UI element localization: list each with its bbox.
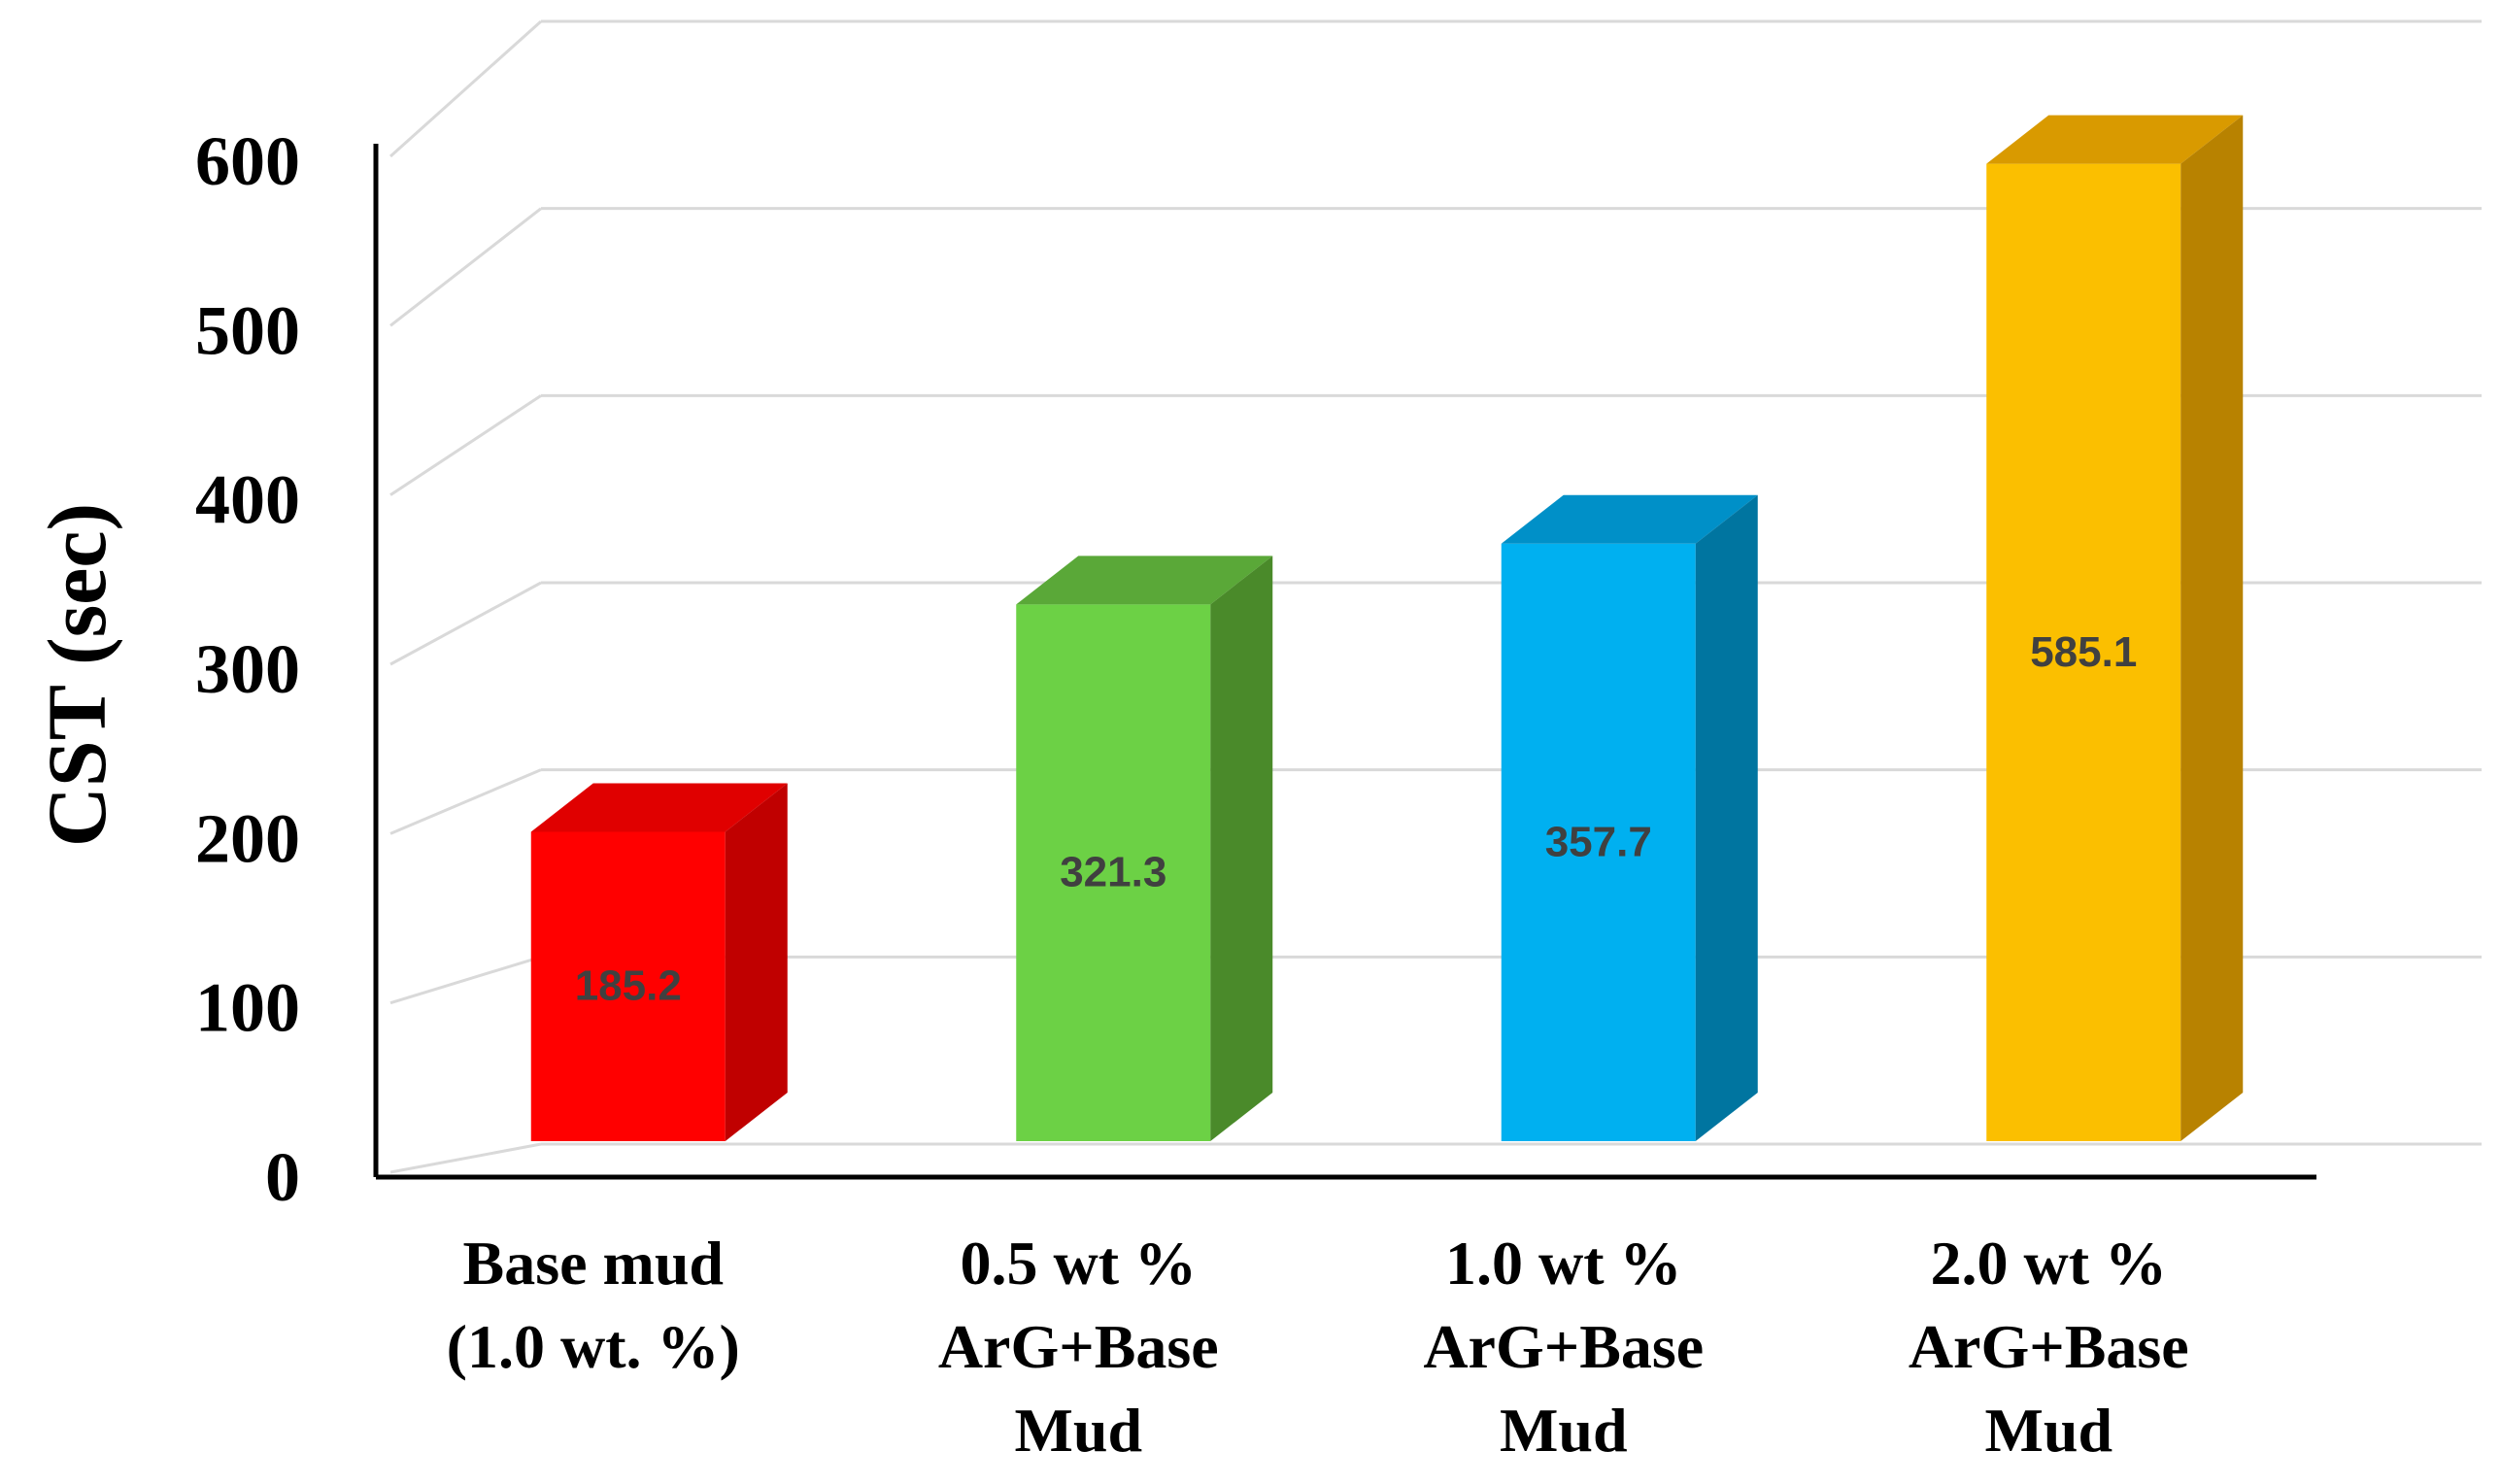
x-tick-label-line: (1.0 wt. %) bbox=[447, 1312, 740, 1381]
x-tick-label-line: Mud bbox=[1984, 1396, 2112, 1465]
y-tick-label-200: 200 bbox=[195, 799, 300, 877]
data-label-0: 185.2 bbox=[575, 962, 682, 1010]
labels: 0 100 200 300 400 500 600 CST (sec) 185.2 Base mu… bbox=[30, 122, 2189, 1465]
bar-side-0 bbox=[725, 783, 788, 1141]
x-tick-label-line: 0.5 wt % bbox=[960, 1229, 1197, 1298]
y-axis-label: CST (sec) bbox=[30, 503, 123, 847]
y-tick-label-0: 0 bbox=[265, 1138, 300, 1216]
bar-top-2 bbox=[1501, 494, 1758, 544]
x-tick-label-line: Base mud bbox=[463, 1229, 725, 1298]
x-tick-label-line: ArG+Base bbox=[1909, 1312, 2189, 1381]
x-tick-label-line: ArG+Base bbox=[1423, 1312, 1704, 1381]
x-tick-label-line: 2.0 wt % bbox=[1930, 1229, 2167, 1298]
x-tick-label-0: Base mud (1.0 wt. %) bbox=[447, 1229, 740, 1381]
gridline-depth-0 bbox=[389, 1142, 542, 1174]
bar-0 bbox=[530, 783, 788, 1141]
gridline-depth-500 bbox=[389, 207, 542, 327]
bar-front-1 bbox=[1016, 604, 1211, 1141]
data-label-2: 357.7 bbox=[1545, 818, 1652, 865]
bar-top-1 bbox=[1016, 556, 1273, 605]
y-tick-label-500: 500 bbox=[195, 291, 300, 369]
y-tick-label-600: 600 bbox=[195, 122, 300, 200]
y-tick-label-400: 400 bbox=[195, 461, 300, 539]
axes bbox=[373, 144, 2316, 1180]
bar-top-0 bbox=[530, 783, 788, 832]
bar-front-2 bbox=[1501, 543, 1696, 1141]
bar-3 bbox=[1986, 115, 2244, 1142]
x-tick-label-2: 1.0 wt % ArG+Base Mud bbox=[1423, 1229, 1704, 1465]
x-tick-label-line: Mud bbox=[1500, 1396, 1628, 1465]
bars bbox=[530, 115, 2244, 1142]
y-tick-label-100: 100 bbox=[195, 969, 300, 1047]
gridline-depth-300 bbox=[389, 581, 542, 666]
bar-front-0 bbox=[530, 831, 726, 1141]
x-tick-label-line: Mud bbox=[1014, 1396, 1142, 1465]
x-tick-label-line: 1.0 wt % bbox=[1445, 1229, 1682, 1298]
bar-side-1 bbox=[1210, 556, 1273, 1141]
x-tick-label-line: ArG+Base bbox=[938, 1312, 1219, 1381]
bar-front-3 bbox=[1986, 163, 2181, 1142]
data-label-3: 585.1 bbox=[2030, 628, 2137, 676]
bar-1 bbox=[1016, 556, 1273, 1141]
bar-2 bbox=[1501, 494, 1758, 1142]
y-tick-label-300: 300 bbox=[195, 630, 300, 708]
x-tick-label-3: 2.0 wt % ArG+Base Mud bbox=[1909, 1229, 2189, 1465]
gridline-depth-600 bbox=[389, 19, 543, 158]
gridline-depth-100 bbox=[389, 955, 542, 1005]
bar-side-3 bbox=[2180, 115, 2244, 1141]
gridline-depth-400 bbox=[389, 394, 542, 496]
bar-top-3 bbox=[1986, 115, 2244, 164]
gridline-depth-200 bbox=[389, 768, 542, 835]
bar-side-2 bbox=[1695, 494, 1758, 1142]
data-label-1: 321.3 bbox=[1060, 849, 1166, 896]
x-tick-label-1: 0.5 wt % ArG+Base Mud bbox=[938, 1229, 1219, 1465]
